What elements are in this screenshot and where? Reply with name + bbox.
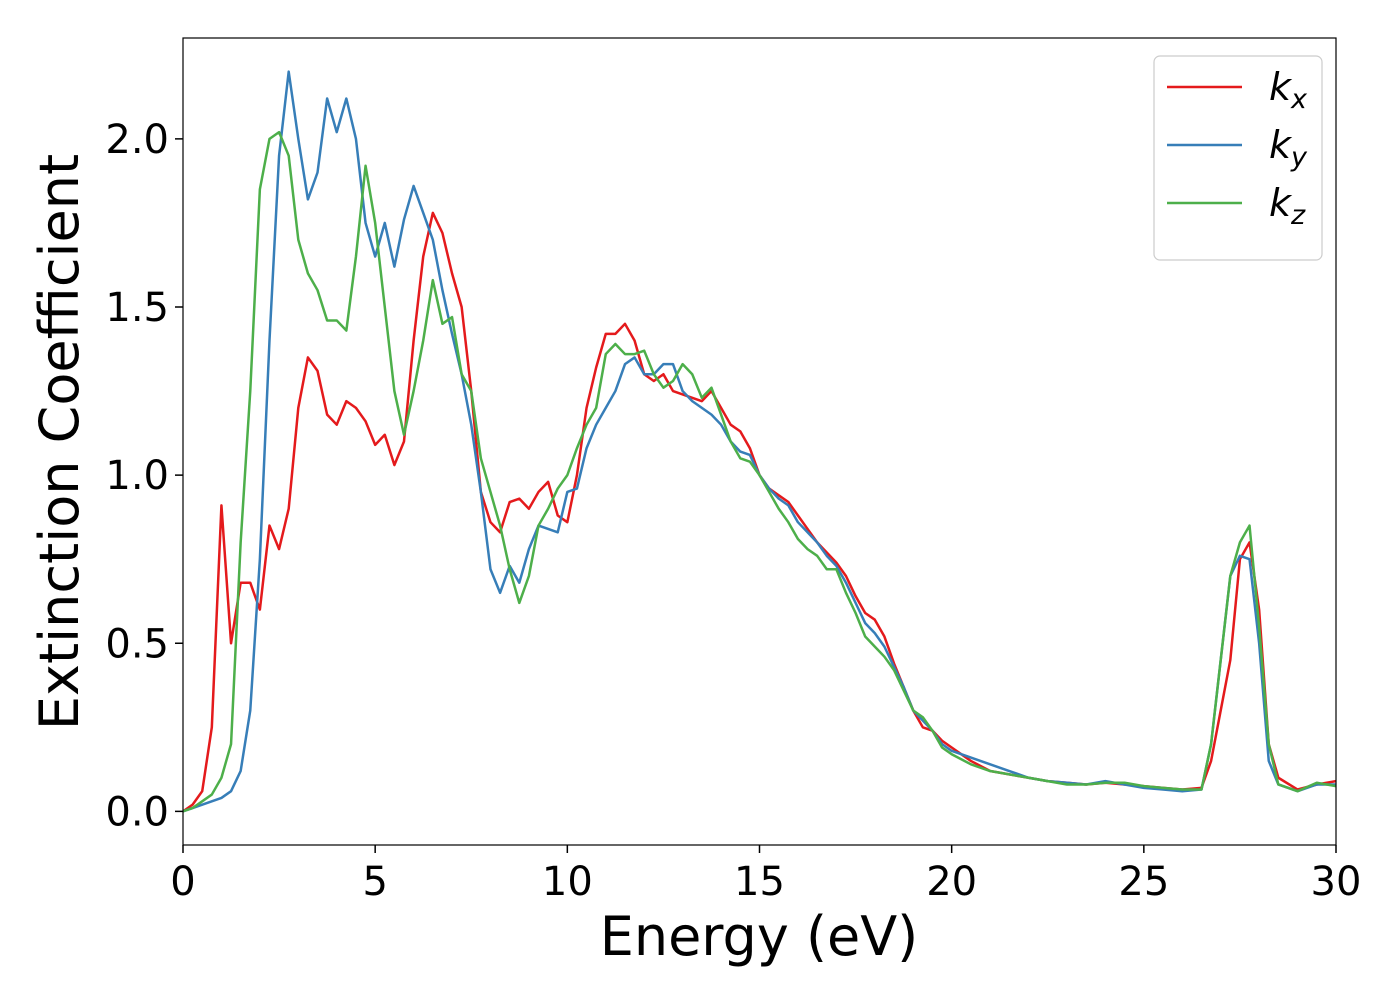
y-tick-label: 1.5 bbox=[105, 285, 169, 331]
x-tick-label: 10 bbox=[542, 859, 593, 905]
series-line bbox=[183, 130, 1336, 813]
series-line bbox=[183, 211, 1336, 813]
x-tick-label: 5 bbox=[362, 859, 387, 905]
y-tick-label: 0.0 bbox=[105, 789, 169, 835]
legend-box bbox=[1153, 55, 1323, 261]
y-axis-label: Extinction Coefficient bbox=[28, 154, 91, 730]
x-axis-label: Energy (eV) bbox=[600, 905, 919, 968]
legend-label: kz bbox=[1269, 181, 1306, 231]
x-tick-label: 0 bbox=[170, 859, 195, 905]
x-tick-label: 20 bbox=[926, 859, 977, 905]
legend-label: kx bbox=[1269, 65, 1308, 115]
plot-frame bbox=[182, 37, 1337, 846]
y-tick-label: 1.0 bbox=[105, 453, 169, 499]
x-tick-label: 25 bbox=[1118, 859, 1169, 905]
legend-label: ky bbox=[1269, 123, 1308, 173]
y-tick-label: 0.5 bbox=[105, 621, 169, 667]
y-tick-label: 2.0 bbox=[105, 117, 169, 163]
x-tick-label: 30 bbox=[1311, 859, 1362, 905]
x-tick-label: 15 bbox=[734, 859, 785, 905]
